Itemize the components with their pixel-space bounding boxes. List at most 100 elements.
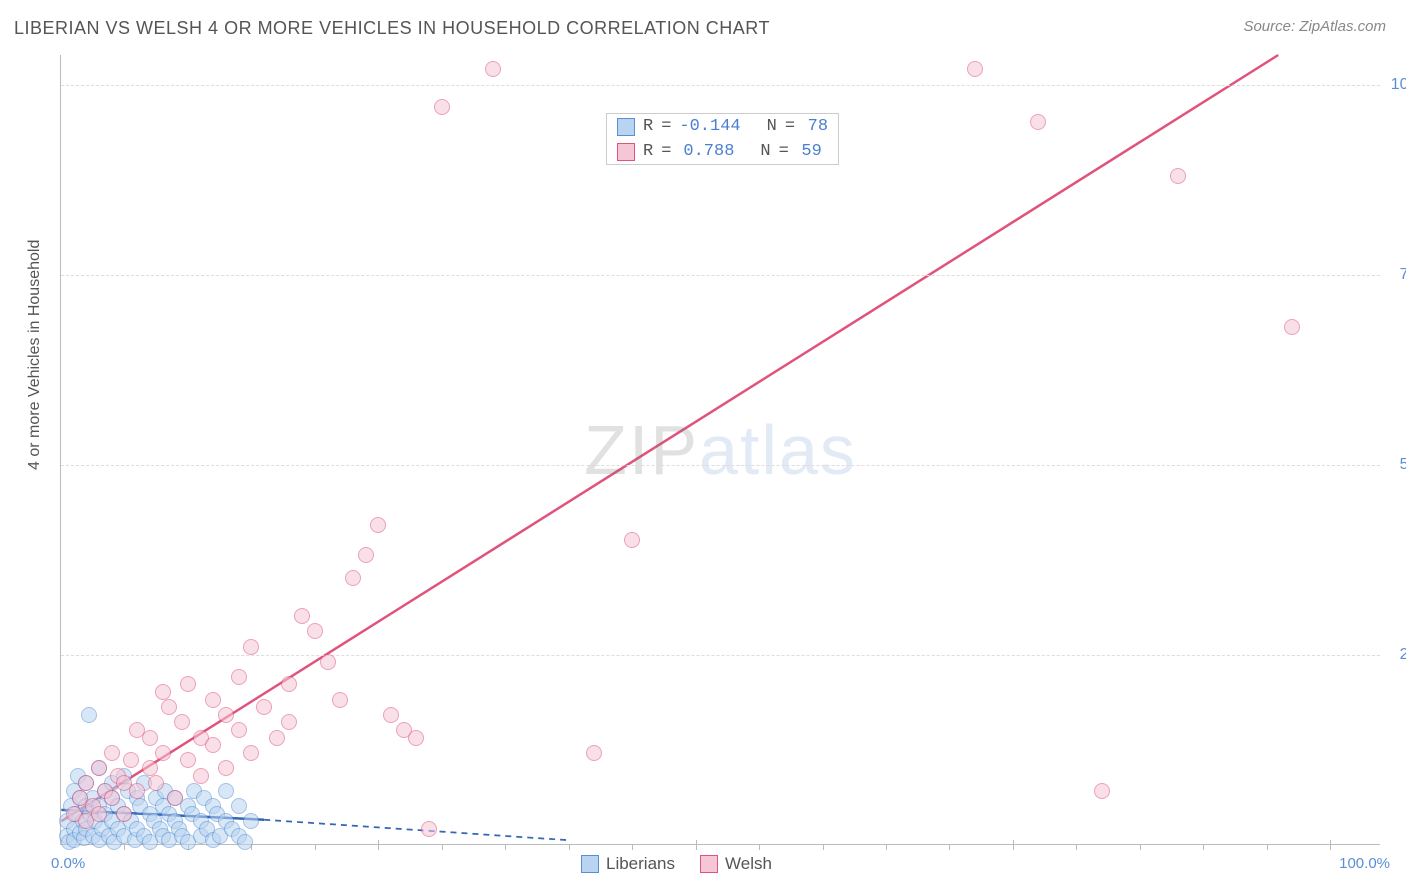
- scatter-point: [167, 790, 183, 806]
- scatter-point: [434, 99, 450, 115]
- n-label: N: [760, 142, 770, 161]
- scatter-point: [243, 639, 259, 655]
- scatter-point: [586, 745, 602, 761]
- x-tick: [1140, 845, 1141, 850]
- correlation-row: R = 0.788 N = 59: [607, 139, 838, 164]
- r-value: -0.144: [679, 117, 740, 136]
- n-value: 59: [797, 142, 822, 161]
- scatter-point: [180, 752, 196, 768]
- y-axis-label: 4 or more Vehicles in Household: [26, 240, 44, 470]
- scatter-point: [1094, 783, 1110, 799]
- x-tick: [1267, 845, 1268, 850]
- x-tick: [315, 845, 316, 850]
- x-tick: [569, 845, 570, 850]
- y-tick-label: 50.0%: [1385, 456, 1406, 474]
- x-tick: [378, 840, 379, 850]
- scatter-point: [78, 775, 94, 791]
- scatter-point: [345, 570, 361, 586]
- trend-line-extension: [264, 820, 568, 840]
- y-tick-label: 100.0%: [1385, 76, 1406, 94]
- eq-sign: =: [779, 142, 789, 161]
- x-tick: [1013, 840, 1014, 850]
- scatter-point: [269, 730, 285, 746]
- gridline-h: [61, 275, 1380, 276]
- x-tick: [1076, 845, 1077, 850]
- series-legend: Liberians Welsh: [581, 854, 772, 874]
- gridline-h: [61, 85, 1380, 86]
- scatter-point: [281, 676, 297, 692]
- x-tick: [632, 845, 633, 850]
- legend-swatch: [581, 855, 599, 873]
- scatter-point: [174, 714, 190, 730]
- x-axis-max-label: 100.0%: [1339, 855, 1390, 872]
- scatter-point: [408, 730, 424, 746]
- x-tick: [442, 845, 443, 850]
- scatter-point: [1030, 114, 1046, 130]
- correlation-row: R=-0.144N=78: [607, 114, 838, 139]
- scatter-point: [332, 692, 348, 708]
- scatter-point: [161, 699, 177, 715]
- scatter-point: [256, 699, 272, 715]
- gridline-h: [61, 655, 1380, 656]
- x-axis-min-label: 0.0%: [51, 855, 85, 872]
- scatter-point: [485, 61, 501, 77]
- x-tick: [1203, 845, 1204, 850]
- scatter-point: [243, 745, 259, 761]
- y-tick-label: 25.0%: [1385, 646, 1406, 664]
- scatter-point: [231, 722, 247, 738]
- eq-sign: =: [785, 117, 795, 136]
- scatter-point: [294, 608, 310, 624]
- trend-line: [61, 55, 1278, 821]
- scatter-point: [129, 783, 145, 799]
- eq-sign: =: [661, 142, 671, 161]
- x-tick: [949, 845, 950, 850]
- x-tick: [696, 840, 697, 850]
- scatter-point: [104, 790, 120, 806]
- scatter-point: [243, 813, 259, 829]
- scatter-point: [218, 783, 234, 799]
- scatter-point: [370, 517, 386, 533]
- scatter-point: [1284, 319, 1300, 335]
- legend-label: Liberians: [606, 854, 675, 874]
- legend-item: Liberians: [581, 854, 675, 874]
- scatter-point: [967, 61, 983, 77]
- scatter-point: [116, 806, 132, 822]
- scatter-point: [155, 684, 171, 700]
- scatter-point: [624, 532, 640, 548]
- scatter-point: [358, 547, 374, 563]
- scatter-point: [123, 752, 139, 768]
- scatter-point: [180, 676, 196, 692]
- scatter-point: [155, 745, 171, 761]
- scatter-point: [1170, 168, 1186, 184]
- watermark: ZIPatlas: [584, 410, 857, 490]
- scatter-point: [218, 707, 234, 723]
- source-attribution: Source: ZipAtlas.com: [1243, 18, 1386, 35]
- n-value: 78: [803, 117, 828, 136]
- scatter-point: [104, 745, 120, 761]
- r-label: R: [643, 142, 653, 161]
- scatter-point: [205, 737, 221, 753]
- scatter-point: [218, 760, 234, 776]
- x-tick: [1330, 840, 1331, 850]
- chart-title: LIBERIAN VS WELSH 4 OR MORE VEHICLES IN …: [14, 18, 770, 39]
- legend-swatch: [700, 855, 718, 873]
- scatter-point: [231, 669, 247, 685]
- x-tick: [505, 845, 506, 850]
- scatter-point: [193, 768, 209, 784]
- x-tick: [759, 845, 760, 850]
- scatter-point: [91, 806, 107, 822]
- legend-label: Welsh: [725, 854, 772, 874]
- scatter-point: [383, 707, 399, 723]
- legend-item: Welsh: [700, 854, 772, 874]
- scatter-point: [320, 654, 336, 670]
- scatter-point: [205, 692, 221, 708]
- scatter-point: [142, 760, 158, 776]
- legend-swatch: [617, 143, 635, 161]
- x-tick: [886, 845, 887, 850]
- scatter-point: [148, 775, 164, 791]
- scatter-point: [237, 834, 253, 850]
- scatter-point: [91, 760, 107, 776]
- n-label: N: [767, 117, 777, 136]
- correlation-legend-box: R=-0.144N=78R=0.788N=59: [606, 113, 839, 165]
- r-value: 0.788: [679, 142, 734, 161]
